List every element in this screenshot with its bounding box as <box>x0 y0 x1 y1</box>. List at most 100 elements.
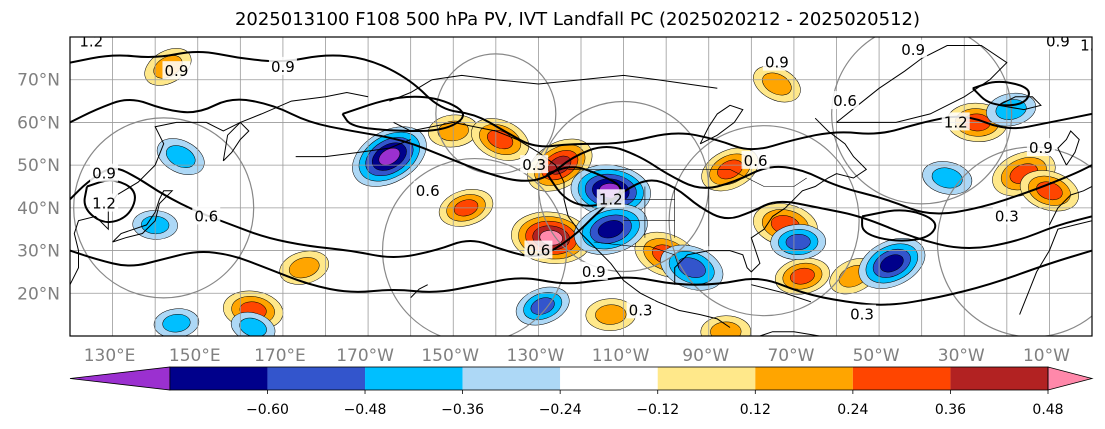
coastline <box>699 104 744 145</box>
contour-label: 0.6 <box>833 92 857 110</box>
pv-contour-line <box>70 50 1092 151</box>
colorbar-segment <box>560 367 658 390</box>
latitude-tick-label: 60°N <box>17 113 60 133</box>
negative-anomaly-ring <box>530 297 555 315</box>
coastline <box>1048 186 1092 226</box>
contour-label: 0.9 <box>582 263 606 281</box>
longitude-tick-label: 150°E <box>169 346 221 366</box>
contour-label: 0.9 <box>901 41 925 59</box>
contour-label: 0.3 <box>995 207 1019 225</box>
longitude-tick-label: 70°W <box>767 346 814 366</box>
colorbar-tick-label: −0.48 <box>344 402 387 418</box>
political-border <box>568 169 807 187</box>
positive-anomaly-ring <box>288 257 320 279</box>
contour-label: 0.9 <box>765 54 789 72</box>
chart-title: 2025013100 F108 500 hPa PV, IVT Landfall… <box>234 9 921 30</box>
contour-label: 0.9 <box>92 165 116 183</box>
longitude-tick-label: 30°W <box>938 346 985 366</box>
coastline <box>751 284 812 303</box>
colorbar-tick-label: 0.36 <box>935 402 966 418</box>
longitude-tick-label: 130°E <box>84 346 136 366</box>
contour-label: 1.2 <box>79 32 103 50</box>
contour-label: 0.3 <box>629 301 653 319</box>
colorbar-segment <box>365 367 463 390</box>
latitude-tick-label: 40°N <box>17 199 60 219</box>
range-ring <box>831 37 1013 205</box>
contour-label: 0.9 <box>165 62 189 80</box>
coastline <box>1057 130 1080 166</box>
contour-label: 1.2 <box>92 195 116 213</box>
contour-label: 0.9 <box>1046 32 1070 50</box>
contour-label: 1.2 <box>944 113 968 131</box>
coastline <box>389 74 718 102</box>
negative-anomaly-ring <box>378 147 401 166</box>
latitude-tick-label: 20°N <box>17 284 60 304</box>
positive-anomaly-ring <box>710 321 742 336</box>
longitude-tick-label: 150°W <box>421 346 479 366</box>
contour-label: 1.2 <box>1080 37 1104 55</box>
colorbar-tick-label: −0.60 <box>246 402 289 418</box>
colorbar-extend-max <box>1047 366 1094 391</box>
coastline <box>836 45 1008 123</box>
coastline <box>1019 220 1092 315</box>
colorbar-tick-label: 0.12 <box>740 402 771 418</box>
coastlines <box>70 45 1092 336</box>
contour-label: 0.6 <box>526 242 550 260</box>
contour-label: 1.2 <box>599 190 623 208</box>
contour-label: 0.3 <box>850 306 874 324</box>
pv-contour-line <box>341 95 464 133</box>
colorbar-frame <box>169 366 1049 391</box>
coastline <box>295 139 411 158</box>
pv-contour-line <box>861 209 937 242</box>
colorbar-segment <box>169 367 268 390</box>
colorbar-extend-min <box>69 366 171 391</box>
colorbar-segment <box>755 367 853 390</box>
grid-lines <box>70 37 1092 336</box>
longitude-tick-label: 170°E <box>254 346 306 366</box>
colorbar-segment <box>462 367 561 390</box>
negative-anomaly-ring <box>785 233 811 251</box>
negative-anomaly-ring <box>931 167 963 189</box>
longitude-tick-label: 10°W <box>1023 346 1070 366</box>
negative-anomaly-ring <box>880 254 904 273</box>
longitude-labels: 130°E 150°E 170°E 170°W 150°W 130°W 110°W 90°W 7… <box>84 346 1070 366</box>
plot-frame <box>69 36 1093 337</box>
pv-contour-line <box>972 80 1030 107</box>
latitude-tick-label: 70°N <box>17 71 60 91</box>
coastline <box>112 190 174 243</box>
coastline <box>410 284 428 298</box>
negative-anomaly-ring <box>162 314 191 333</box>
colorbar-tick-label: 0.24 <box>837 402 868 418</box>
contour-label: 0.6 <box>416 182 440 200</box>
positive-anomaly-ring <box>790 267 815 285</box>
longitude-tick-label: 90°W <box>682 346 729 366</box>
colorbar-tick-label: 0.48 <box>1032 402 1063 418</box>
coastline <box>998 96 1042 111</box>
latitude-tick-label: 30°N <box>17 242 60 262</box>
contour-label: 0.9 <box>271 58 295 76</box>
contour-label: 0.3 <box>522 156 546 174</box>
colorbar-tick-label: −0.36 <box>441 402 484 418</box>
positive-anomaly-ring <box>762 72 792 96</box>
colorbar-segment <box>267 367 366 390</box>
longitude-tick-label: 50°W <box>853 346 900 366</box>
political-border <box>593 241 680 268</box>
contour-labels: 1.2 0.9 0.9 0.9 1.2 0.6 0.6 0.3 0.6 0.9 1.2 0.6 0.3 0… <box>77 32 1104 324</box>
longitude-tick-label: 110°W <box>592 346 650 366</box>
coastline <box>674 117 868 285</box>
pv-contour-line <box>546 166 622 207</box>
contour-label: 0.6 <box>744 152 768 170</box>
range-ring <box>435 53 557 175</box>
latitude-labels: 70°N 60°N 50°N 40°N 30°N 20°N <box>17 71 60 305</box>
colorbar-tick-label: −0.12 <box>636 402 679 418</box>
colorbar-tick-label: −0.24 <box>539 402 582 418</box>
coastline <box>222 121 250 162</box>
range-ring <box>381 157 568 336</box>
colorbar-segment <box>852 367 951 390</box>
pv-contour-line <box>70 167 1092 258</box>
contour-label: 0.6 <box>194 207 218 225</box>
coastline <box>759 331 837 336</box>
latitude-tick-label: 50°N <box>17 156 60 176</box>
